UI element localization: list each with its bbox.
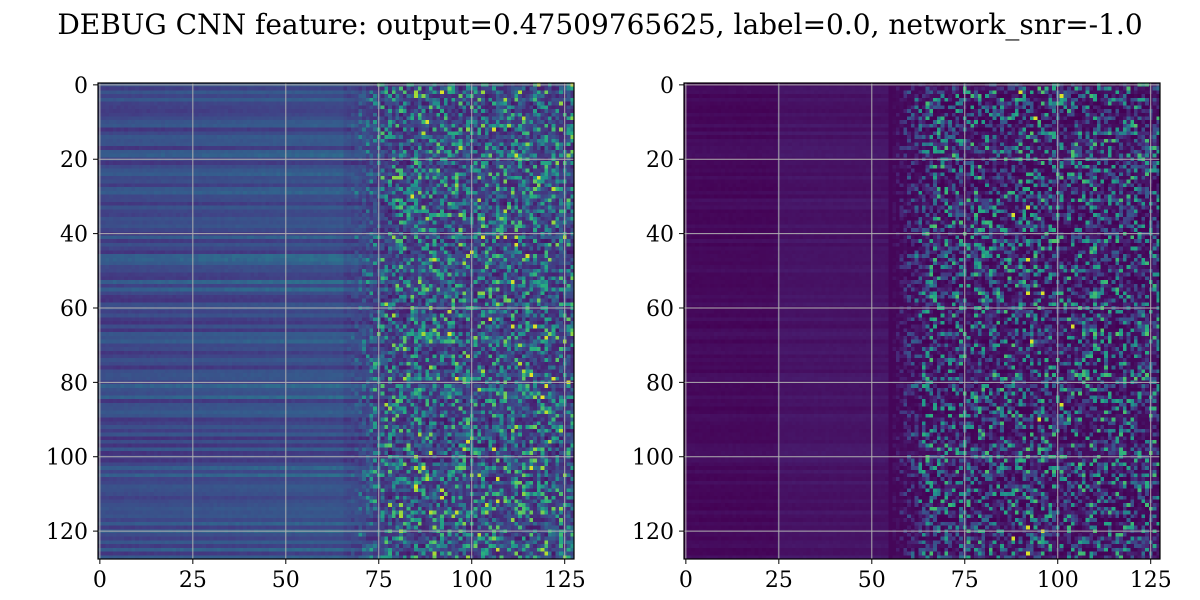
y-tick-label: 0 xyxy=(74,74,88,99)
x-tick-label: 25 xyxy=(765,568,793,593)
y-tick-label: 40 xyxy=(646,223,674,248)
y-tick-label: 60 xyxy=(60,297,88,322)
x-tick-label: 25 xyxy=(179,568,207,593)
heatmap-panel-right: 0 25 50 75 100 125 0 20 40 60 80 100 120 xyxy=(632,74,1172,593)
y-tick-label: 100 xyxy=(46,446,88,471)
heatmap-cells xyxy=(684,83,1160,559)
y-tick-label: 80 xyxy=(646,371,674,396)
x-tick-label: 50 xyxy=(272,568,300,593)
x-tick-label: 100 xyxy=(451,568,493,593)
x-tick-label: 125 xyxy=(544,568,586,593)
heatmap-panel-left: 0 25 50 75 100 125 0 20 40 60 80 100 120 xyxy=(46,74,586,593)
x-tick-label: 0 xyxy=(93,568,107,593)
x-tick-label: 100 xyxy=(1037,568,1079,593)
x-tick-label: 75 xyxy=(951,568,979,593)
y-tick-label: 80 xyxy=(60,371,88,396)
x-tick-label: 0 xyxy=(679,568,693,593)
y-tick-label: 60 xyxy=(646,297,674,322)
y-tick-label: 100 xyxy=(632,446,674,471)
y-tick-label: 20 xyxy=(60,148,88,173)
y-tick-label: 0 xyxy=(660,74,674,99)
x-tick-label: 50 xyxy=(858,568,886,593)
y-tick-label: 120 xyxy=(632,520,674,545)
axes-frame xyxy=(683,82,1161,560)
x-tick-label: 125 xyxy=(1130,568,1172,593)
x-tick-label: 75 xyxy=(365,568,393,593)
y-tick-label: 120 xyxy=(46,520,88,545)
heatmap-cells xyxy=(98,83,574,559)
y-tick-label: 20 xyxy=(646,148,674,173)
axes-frame xyxy=(97,82,575,560)
y-tick-label: 40 xyxy=(60,223,88,248)
chart-title: DEBUG CNN feature: output=0.47509765625,… xyxy=(57,8,1142,41)
